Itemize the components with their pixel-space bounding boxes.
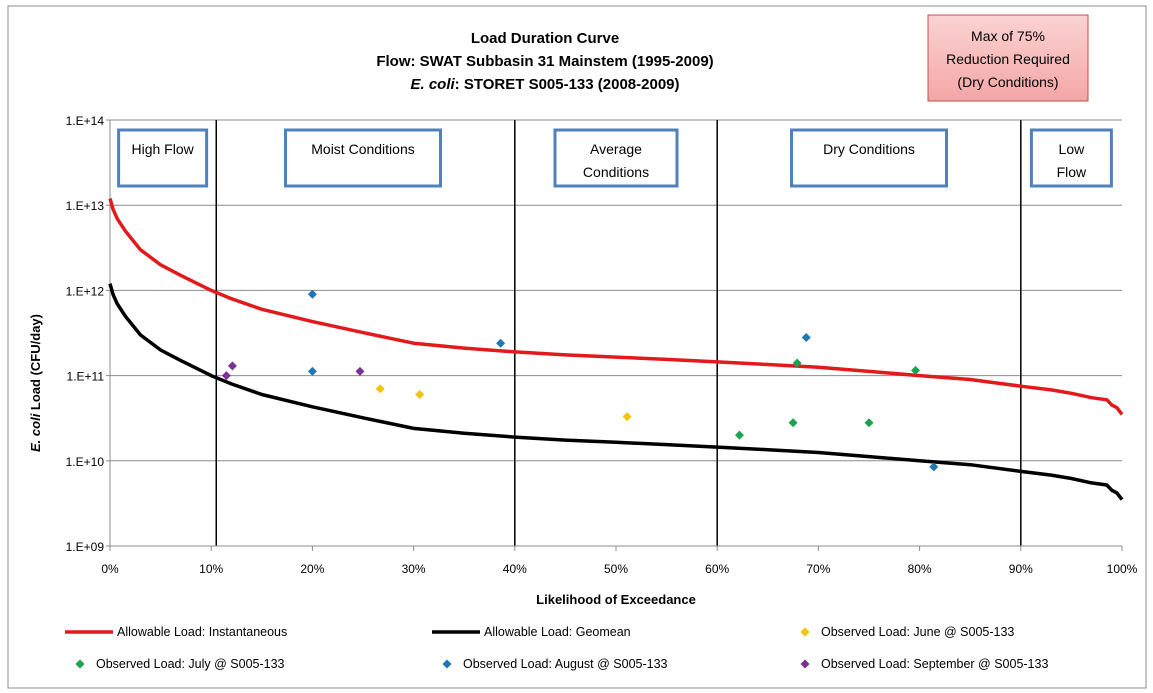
x-axis-title: Likelihood of Exceedance (536, 592, 696, 607)
data-point (227, 361, 237, 371)
zone-label: Moist Conditions (311, 141, 415, 157)
series-line (108, 198, 1124, 416)
legend-swatch (800, 659, 810, 669)
legend-label: Observed Load: June @ S005-133 (821, 625, 1014, 639)
zone-label: Dry Conditions (823, 141, 915, 157)
x-tick-label: 70% (806, 562, 830, 576)
chart-border (7, 5, 1147, 689)
y-tick-label: 1.E+13 (66, 199, 105, 213)
legend-swatch (442, 659, 452, 669)
data-point (622, 412, 632, 422)
y-tick-label: 1.E+09 (66, 540, 105, 554)
legend-label: Allowable Load: Geomean (484, 625, 631, 639)
reduction-note-line-2: Reduction Required (946, 51, 1070, 67)
flow-zone-boxes: High Flow Moist Conditions Average Conditio… (117, 128, 1113, 188)
data-point (911, 365, 921, 375)
x-tick-labels: 0% 10% 20% 30% 40% 50% 60% 70% 80% 90% 100% (101, 562, 1137, 576)
zone-box-frame (117, 128, 209, 188)
legend-item: Observed Load: June @ S005-133 (800, 625, 1014, 639)
zone-label: Average (590, 141, 642, 157)
chart-title-rest-part: : STORET S005-133 (2008-2009) (455, 76, 680, 93)
data-point (734, 430, 744, 440)
y-axis-title-rest: Load (CFU/day) (28, 314, 43, 414)
data-point (307, 366, 317, 376)
data-point (355, 366, 365, 376)
legend-swatch (75, 659, 85, 669)
data-point (221, 371, 231, 381)
x-tick-label: 30% (402, 562, 426, 576)
data-point (307, 289, 317, 299)
zone-box: High Flow (117, 128, 209, 188)
y-tick-label: 1.E+12 (66, 284, 105, 298)
reduction-note-line-3: (Dry Conditions) (957, 74, 1058, 90)
legend-item: Allowable Load: Geomean (432, 625, 631, 639)
data-point (801, 333, 811, 343)
zone-box-frame (790, 128, 948, 188)
series-line (108, 283, 1124, 501)
data-point (792, 358, 802, 368)
x-tick-label: 10% (199, 562, 223, 576)
x-tick-label: 60% (705, 562, 729, 576)
x-tick-label: 100% (1107, 562, 1138, 576)
y-tick-label: 1.E+10 (66, 455, 105, 469)
legend-label: Allowable Load: Instantaneous (117, 625, 287, 639)
legend-label: Observed Load: August @ S005-133 (463, 657, 668, 671)
x-tick-label: 20% (300, 562, 324, 576)
zone-label: High Flow (131, 141, 194, 157)
legend-item: Observed Load: September @ S005-133 (800, 657, 1048, 671)
y-axis-title-italic: E. coli (28, 413, 43, 452)
x-tick-label: 0% (101, 562, 119, 576)
reduction-note-line-1: Max of 75% (971, 28, 1045, 44)
y-tick-label: 1.E+14 (66, 114, 105, 128)
zone-boundary-lines (215, 120, 1022, 546)
zone-box-frame (553, 128, 679, 188)
reduction-note-box: Max of 75% Reduction Required (Dry Condi… (927, 14, 1089, 102)
legend-item: Observed Load: August @ S005-133 (442, 657, 668, 671)
legend-item: Allowable Load: Instantaneous (65, 625, 287, 639)
chart-title-line-2: Flow: SWAT Subbasin 31 Mainstem (1995-20… (376, 53, 713, 70)
data-point (788, 418, 798, 428)
chart-title-italic-part: E. coli (410, 76, 455, 93)
chart-title-line-3: E. coli: STORET S005-133 (2008-2009) (410, 76, 679, 93)
series-points (221, 289, 939, 472)
x-tick-label: 80% (908, 562, 932, 576)
zone-box: Dry Conditions (790, 128, 948, 188)
legend: Allowable Load: Instantaneous Allowable L… (65, 625, 1048, 671)
y-axis-title: E. coli Load (CFU/day) (28, 314, 43, 452)
data-point (496, 338, 506, 348)
y-tick-labels: 1.E+09 1.E+10 1.E+11 1.E+12 1.E+13 1.E+14 (66, 114, 105, 554)
legend-item: Observed Load: July @ S005-133 (75, 657, 285, 671)
data-point (375, 384, 385, 394)
y-tick-label: 1.E+11 (67, 370, 105, 384)
data-point (864, 418, 874, 428)
axes (106, 119, 1123, 551)
chart-title-line-1: Load Duration Curve (471, 30, 619, 47)
zone-box: Moist Conditions (284, 128, 442, 188)
legend-swatch (800, 627, 810, 637)
zone-box-frame (1029, 128, 1113, 188)
x-tick-label: 50% (604, 562, 628, 576)
zone-box: Average Conditions (553, 128, 679, 188)
x-tick-label: 40% (503, 562, 527, 576)
zone-label: Low (1059, 141, 1086, 157)
data-point (929, 462, 939, 472)
x-tick-label: 90% (1009, 562, 1033, 576)
data-point (415, 390, 425, 400)
zone-label: Conditions (583, 164, 649, 180)
legend-label: Observed Load: September @ S005-133 (821, 657, 1048, 671)
legend-label: Observed Load: July @ S005-133 (96, 657, 285, 671)
zone-box-frame (284, 128, 442, 188)
zone-label: Flow (1057, 164, 1087, 180)
zone-box: Low Flow (1029, 128, 1113, 188)
gridlines (110, 119, 1122, 462)
series-lines (108, 198, 1124, 501)
